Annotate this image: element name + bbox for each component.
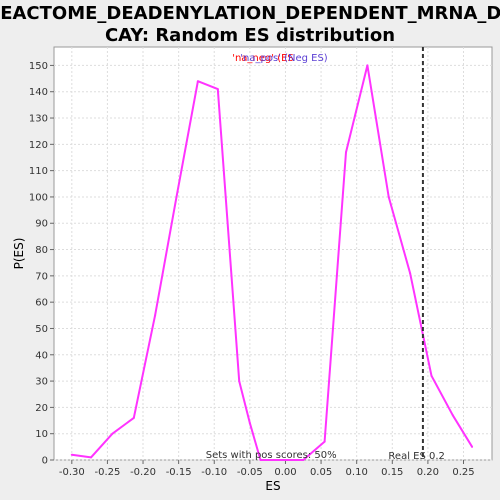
y-tick-label: 110 <box>29 166 48 177</box>
x-tick-label: -0.10 <box>201 467 227 478</box>
es-data-point <box>345 151 347 154</box>
x-axis-title: ES <box>265 479 280 493</box>
es-data-point <box>430 374 433 377</box>
x-tick-label: 0.15 <box>381 467 403 478</box>
es-data-point <box>259 459 262 461</box>
y-tick-label: 20 <box>35 403 48 414</box>
y-tick-label: 80 <box>35 245 48 256</box>
es-data-point <box>216 88 219 91</box>
y-tick-label: 0 <box>42 456 48 467</box>
y-axis: 0 10 20 30 40 50 60 70 80 90 100 110 120 130 140 150 <box>29 61 54 467</box>
es-data-point <box>90 456 93 459</box>
es-data-point <box>248 422 251 425</box>
y-tick-label: 60 <box>35 298 48 309</box>
es-data-point <box>387 195 390 198</box>
legend: 'na_neg' (ES 'na_pos' (Neg ES) <box>232 53 328 64</box>
x-tick-label: -0.05 <box>237 467 263 478</box>
grid-lines <box>54 47 492 461</box>
x-tick-label: 0.10 <box>346 467 368 478</box>
x-tick-label: -0.30 <box>59 467 85 478</box>
es-data-point <box>471 445 474 448</box>
x-tick-label: 0.25 <box>452 467 474 478</box>
x-tick-label: -0.25 <box>94 467 120 478</box>
y-tick-label: 100 <box>29 192 48 203</box>
plot-area <box>53 46 493 461</box>
x-tick-label: 0.05 <box>310 467 332 478</box>
es-data-point <box>280 459 283 461</box>
x-tick-label: -0.15 <box>166 467 192 478</box>
es-data-point <box>111 432 114 435</box>
es-data-point <box>366 64 369 67</box>
es-data-point <box>302 459 305 461</box>
series-layer <box>70 64 474 461</box>
y-tick-label: 140 <box>29 87 48 98</box>
y-tick-label: 50 <box>35 324 48 335</box>
es-data-point <box>196 80 199 83</box>
real-es-label: Real ES 0.2 <box>388 451 444 462</box>
legend-entry-na-neg: 'na_neg' (ES <box>232 53 294 64</box>
y-tick-label: 10 <box>35 429 48 440</box>
es-data-point <box>238 380 241 383</box>
legend-entry-na-pos: 'na_pos' (Neg ES) <box>240 53 328 64</box>
y-axis-title: P(ES) <box>12 238 26 270</box>
x-tick-label: 0.00 <box>274 467 296 478</box>
es-data-point <box>175 195 178 198</box>
es-data-point <box>323 440 326 443</box>
es-data-point <box>154 314 157 317</box>
es-data-point <box>70 453 73 456</box>
chart-title: REACTOME_DEADENYLATION_DEPENDENT_MRNA_DE… <box>0 3 500 46</box>
y-tick-label: 150 <box>29 61 48 72</box>
es-data-point <box>451 414 454 417</box>
x-tick-label: -0.20 <box>130 467 156 478</box>
sets-with-pos-scores-annotation: Sets with pos scores: 50% <box>206 450 337 461</box>
y-tick-label: 120 <box>29 140 48 151</box>
es-data-point <box>409 272 412 275</box>
x-axis: -0.30 -0.25 -0.20 -0.15 -0.10 -0.05 0.00 0.05 0.… <box>59 460 475 478</box>
x-tick-label: 0.20 <box>417 467 439 478</box>
chart-title-line-1: REACTOME_DEADENYLATION_DEPENDENT_MRNA_DE <box>0 3 500 24</box>
y-tick-label: 90 <box>35 219 48 230</box>
y-tick-label: 70 <box>35 271 48 282</box>
y-tick-label: 130 <box>29 114 48 125</box>
y-tick-label: 40 <box>35 350 48 361</box>
y-tick-label: 30 <box>35 377 48 388</box>
es-data-point <box>132 416 135 419</box>
chart-title-line-2: CAY: Random ES distribution <box>105 25 395 46</box>
